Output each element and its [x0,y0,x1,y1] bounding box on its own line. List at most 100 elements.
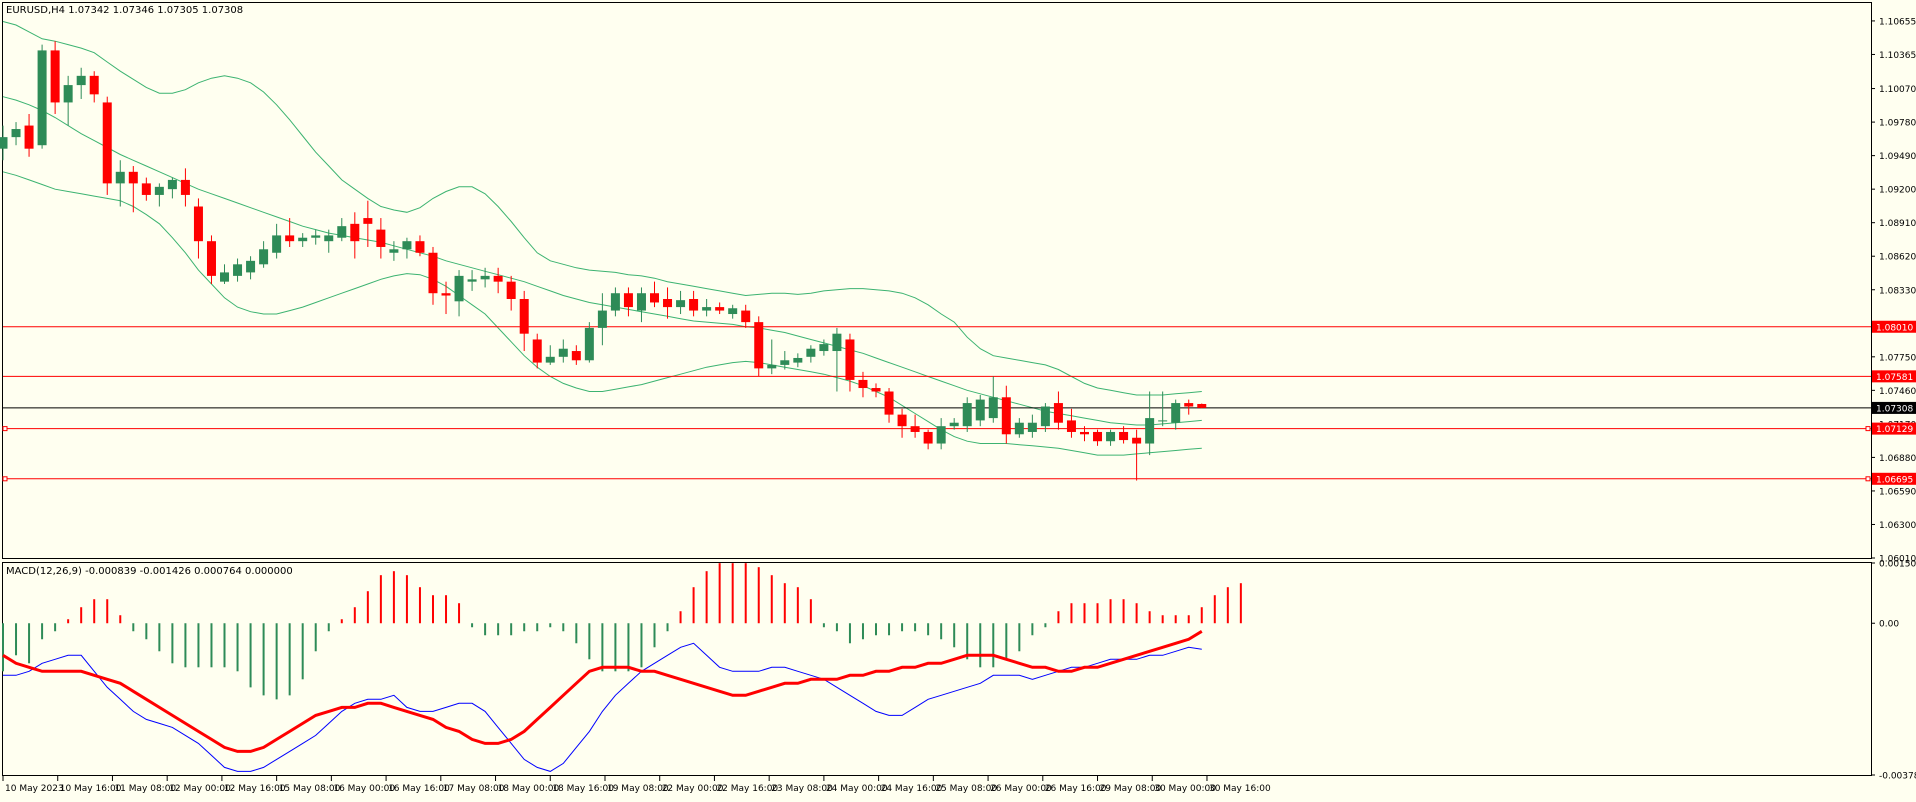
macd-lines [2,630,1203,772]
bull-candle [324,235,334,242]
bear-candle [1066,420,1076,432]
bear-candle [193,206,203,242]
bear-candle [1119,431,1129,441]
bull-candle [389,249,399,253]
bear-candle [871,388,881,392]
bear-candle [689,299,699,311]
price-tick-label: 1.10655 [1879,17,1916,27]
time-tick-label: 24 May 00:00 [826,784,888,794]
level-anchor-right [1865,426,1871,432]
level-anchor-left [2,476,8,482]
bear-candle [532,339,542,363]
bear-candle [206,241,216,276]
level-label: 1.08010 [1876,323,1913,333]
macd-tick-label: 0.00 [1879,620,1899,630]
bull-candle [1145,418,1155,444]
time-tick-label: 15 May 08:00 [279,784,341,794]
time-tick-label: 17 May 08:00 [443,784,505,794]
level-label-bg [1872,370,1916,383]
bull-candle [636,293,646,311]
bull-candle [298,237,308,242]
time-tick-label: 26 May 16:00 [1045,784,1107,794]
price-axis: 1.10655 1.10365 1.10070 1.09780 1.09490 1.092… [1871,17,1916,565]
bear-candle [571,351,581,361]
bull-candle [337,226,347,238]
bull-candle [806,348,816,357]
bull-candle [702,307,712,311]
bull-candle [936,426,946,444]
bull-candle [584,327,594,361]
bear-candle [741,310,751,323]
bear-candle [1053,403,1063,423]
time-tick-label: 26 May 00:00 [990,784,1052,794]
bear-candle [1079,431,1089,435]
level-label: 1.06695 [1876,475,1913,485]
bull-candle [0,137,8,149]
macd-histogram [2,563,1242,700]
bear-candle [923,431,933,444]
time-tick-label: 22 May 16:00 [716,784,778,794]
bear-candle [1184,403,1194,407]
price-tick-label: 1.07460 [1879,387,1916,397]
bear-candle [180,179,190,195]
bull-candle [949,422,959,427]
price-tick-label: 1.06300 [1879,521,1916,531]
bull-candle [780,360,790,365]
time-tick-label: 16 May 00:00 [333,784,395,794]
bull-candle [1106,431,1116,442]
bull-candle [272,235,282,253]
macd-signal-line [2,630,1203,753]
price-tick-label: 1.09200 [1879,186,1916,196]
bull-candle [454,275,464,302]
bull-candle [402,241,412,250]
time-tick-label: 10 May 2023 [5,784,64,794]
bull-candle [767,364,777,369]
price-tick-label: 1.08620 [1879,253,1916,263]
bull-candle [610,293,620,311]
price-tick-label: 1.09780 [1879,119,1916,129]
bull-candle [988,397,998,419]
bear-candle [897,414,907,427]
bear-candle [650,293,659,303]
bull-candle [167,179,177,190]
bear-candle [506,281,516,299]
time-tick-label: 25 May 08:00 [935,784,997,794]
level-label-bg [1872,320,1916,333]
level-label: 1.07581 [1876,373,1913,383]
time-tick-label: 19 May 08:00 [607,784,669,794]
bull-candle [76,75,86,86]
bear-candle [428,252,438,294]
bear-candle [441,293,451,296]
bear-candle [519,299,529,334]
time-tick-label: 24 May 16:00 [881,784,943,794]
bull-candle [1027,422,1037,432]
level-label-bg [1872,472,1916,485]
bull-candle [1158,420,1168,422]
bear-candle [285,235,295,242]
bull-candle [11,129,21,138]
bull-candle [467,279,477,282]
bull-candle [311,235,321,238]
bear-candle [376,229,386,247]
level-label-bg [1872,401,1916,414]
level-label: 1.07129 [1876,425,1913,435]
time-tick-label: 12 May 00:00 [169,784,231,794]
price-tick-label: 1.08330 [1879,286,1916,296]
time-tick-label: 30 May 16:00 [1209,784,1271,794]
bear-candle [884,391,894,415]
price-tick-label: 1.06880 [1879,454,1916,464]
bear-candle [663,299,673,308]
bear-candle [415,241,425,253]
bull-candle [676,300,686,308]
bull-candle [832,333,842,352]
time-tick-label: 18 May 16:00 [552,784,614,794]
time-tick-label: 30 May 00:00 [1154,784,1216,794]
time-tick-label: 12 May 16:00 [224,784,286,794]
bear-candle [858,379,868,389]
bull-candle [975,399,985,421]
bull-candle [597,310,607,328]
bear-candle [128,171,138,184]
time-tick-label: 23 May 08:00 [771,784,833,794]
bull-candle [1171,403,1181,423]
